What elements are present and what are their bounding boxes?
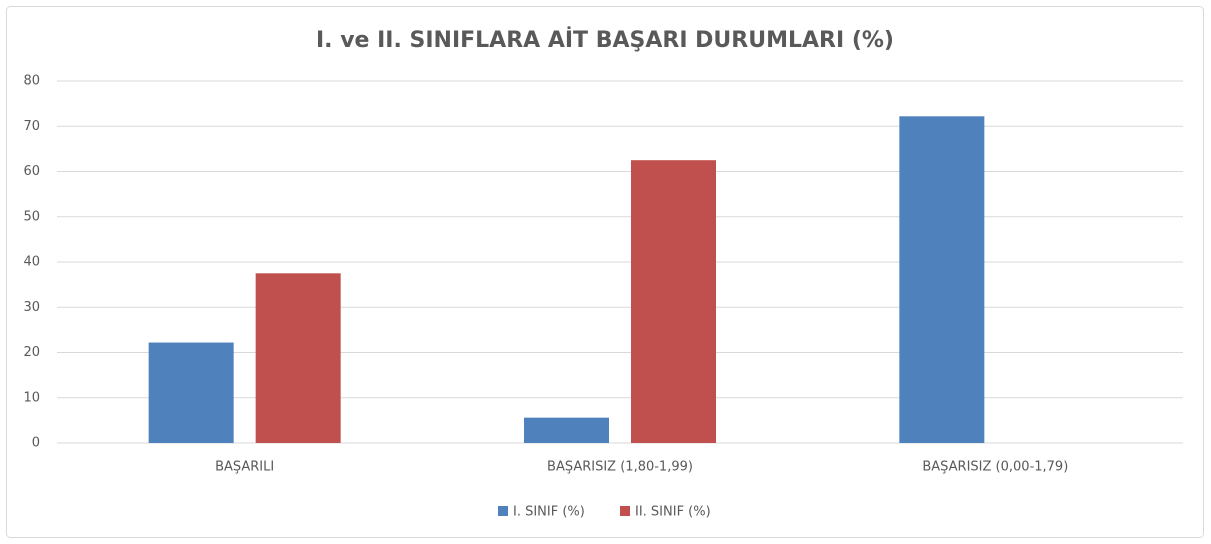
y-tick-label: 40 bbox=[23, 255, 40, 270]
legend-label: I. SINIF (%) bbox=[513, 505, 585, 520]
y-tick-label: 0 bbox=[32, 436, 40, 451]
x-tick-label: BAŞARISIZ (0,00-1,79) bbox=[922, 460, 1068, 475]
chart-title: I. ve II. SINIFLARA AİT BAŞARI DURUMLARI… bbox=[316, 27, 894, 53]
y-tick-label: 30 bbox=[23, 300, 40, 315]
bar bbox=[255, 273, 341, 443]
y-tick-label: 10 bbox=[23, 390, 40, 405]
y-tick-label: 60 bbox=[23, 164, 40, 179]
x-tick-label: BAŞARISIZ (1,80-1,99) bbox=[547, 460, 693, 475]
bar bbox=[524, 417, 609, 443]
bar bbox=[631, 160, 716, 443]
x-tick-label: BAŞARILI bbox=[215, 460, 274, 475]
y-tick-label: 70 bbox=[23, 119, 40, 134]
chart-frame bbox=[6, 6, 1204, 538]
bar bbox=[148, 342, 234, 443]
y-tick-label: 50 bbox=[23, 209, 40, 224]
legend-swatch bbox=[498, 506, 508, 516]
y-tick-label: 20 bbox=[23, 345, 40, 360]
bar bbox=[899, 116, 985, 444]
y-tick-label: 80 bbox=[23, 74, 40, 89]
legend-swatch bbox=[620, 506, 630, 516]
legend-label: II. SINIF (%) bbox=[635, 505, 711, 520]
